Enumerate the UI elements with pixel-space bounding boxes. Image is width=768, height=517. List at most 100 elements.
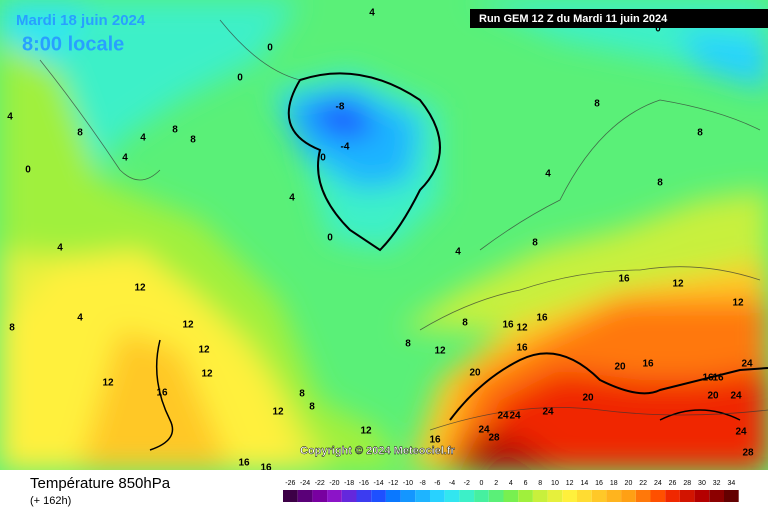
scale-label: -14: [373, 480, 383, 487]
contour-label: 8: [462, 318, 468, 329]
scale-swatch: [650, 490, 666, 502]
contour-label: 16: [502, 320, 514, 331]
contour-label: 8: [9, 323, 15, 334]
contour-label: 12: [182, 320, 194, 331]
contour-label: 4: [455, 247, 461, 258]
scale-swatch: [341, 490, 357, 502]
scale-swatch: [297, 490, 313, 502]
contour-label: 12: [198, 345, 210, 356]
contour-label: 16: [429, 435, 441, 446]
scale-label: 6: [524, 480, 528, 487]
scale-swatch: [356, 490, 372, 502]
contour-label: 16: [618, 274, 630, 285]
scale-label: 28: [683, 480, 691, 487]
contour-label: 20: [707, 391, 719, 402]
scale-swatch: [488, 490, 504, 502]
contour-label: 12: [516, 323, 528, 334]
contour-label: 20: [614, 362, 626, 373]
scale-label: -22: [315, 480, 325, 487]
contour-label: 28: [488, 433, 500, 444]
contour-label: 24: [735, 427, 747, 438]
contour-label: 12: [360, 426, 372, 437]
contour-label: 4: [289, 193, 295, 204]
map-field: [0, 0, 768, 470]
contour-label: 16: [238, 458, 250, 469]
contour-label: 24: [741, 359, 753, 370]
scale-swatch: [562, 490, 577, 502]
contour-label: 20: [582, 393, 594, 404]
contour-label: 0: [320, 153, 326, 164]
scale-swatch: [724, 490, 739, 502]
contour-label: 4: [369, 8, 375, 19]
scale-swatch: [444, 490, 460, 502]
contour-label: 0: [327, 233, 333, 244]
contour-label: 24: [497, 411, 509, 422]
contour-label: 4: [545, 169, 551, 180]
scale-swatch: [635, 490, 651, 502]
scale-label: 2: [494, 480, 498, 487]
contour-label: 16: [702, 373, 714, 384]
scale-swatch: [371, 490, 386, 502]
contour-label: 8: [405, 339, 411, 350]
scale-swatch: [474, 490, 489, 502]
contour-labels: 400484488044-8-4004888481212121212164816…: [7, 8, 754, 474]
scale-label: -10: [403, 480, 413, 487]
contour-label: 16: [156, 388, 168, 399]
scale-label: -2: [464, 480, 470, 487]
scale-swatch: [459, 490, 475, 502]
scale-swatch: [709, 490, 724, 502]
contour-label: 12: [102, 378, 114, 389]
scale-swatch: [327, 490, 342, 502]
scale-label: 8: [538, 480, 542, 487]
variable-name: Température 850hPa: [30, 475, 171, 492]
scale-swatch: [283, 490, 298, 502]
scale-swatch: [400, 490, 416, 502]
contour-label: -4: [341, 142, 350, 153]
color-scale: -26 -24 -22 -20 -18 -16 -14 -12 -10 -8 -6 -4 -2 0 2 4 6 8…: [283, 480, 739, 502]
run-box: [470, 9, 768, 28]
contour-label: 0: [25, 165, 31, 176]
scale-label: 30: [698, 480, 706, 487]
scale-label: 14: [580, 480, 588, 487]
scale-label: 12: [566, 480, 574, 487]
contour-label: 16: [642, 359, 654, 370]
scale-label: -18: [344, 480, 354, 487]
scale-label: 34: [727, 480, 735, 487]
lead-time: (+ 162h): [30, 495, 71, 507]
contour-label: 16: [536, 313, 548, 324]
scale-swatch: [665, 490, 680, 502]
scale-label: 24: [654, 480, 662, 487]
contour-label: 4: [77, 313, 83, 324]
scale-swatch: [547, 490, 563, 502]
contour-label: 4: [122, 153, 128, 164]
scale-label: 20: [625, 480, 633, 487]
contour-label: 8: [190, 135, 196, 146]
scale-label: 32: [713, 480, 721, 487]
copyright: Copyright © 2024 Meteociel.fr: [300, 445, 456, 457]
map-date: Mardi 18 juin 2024: [16, 12, 146, 29]
contour-label: 16: [712, 373, 724, 384]
map-time: 8:00 locale: [22, 33, 124, 55]
scale-swatch: [591, 490, 607, 502]
scale-swatch: [430, 490, 445, 502]
contour-label: 8: [532, 238, 538, 249]
scale-label: -20: [329, 480, 339, 487]
contour-label: 12: [272, 407, 284, 418]
scale-label: 26: [669, 480, 677, 487]
scale-label: -16: [359, 480, 369, 487]
scale-swatch: [415, 490, 430, 502]
contour-label: 16: [260, 463, 272, 474]
scale-label: -8: [420, 480, 426, 487]
contour-label: 12: [672, 279, 684, 290]
contour-label: 24: [478, 425, 490, 436]
run-info: Run GEM 12 Z du Mardi 11 juin 2024: [479, 13, 668, 25]
contour-label: 8: [657, 178, 663, 189]
contour-label: 4: [57, 243, 63, 254]
scale-label: 18: [610, 480, 618, 487]
contour-label: 0: [237, 73, 243, 84]
scale-swatch: [621, 490, 636, 502]
contour-label: 8: [299, 389, 305, 400]
scale-label: 0: [479, 480, 483, 487]
contour-label: 12: [201, 369, 213, 380]
